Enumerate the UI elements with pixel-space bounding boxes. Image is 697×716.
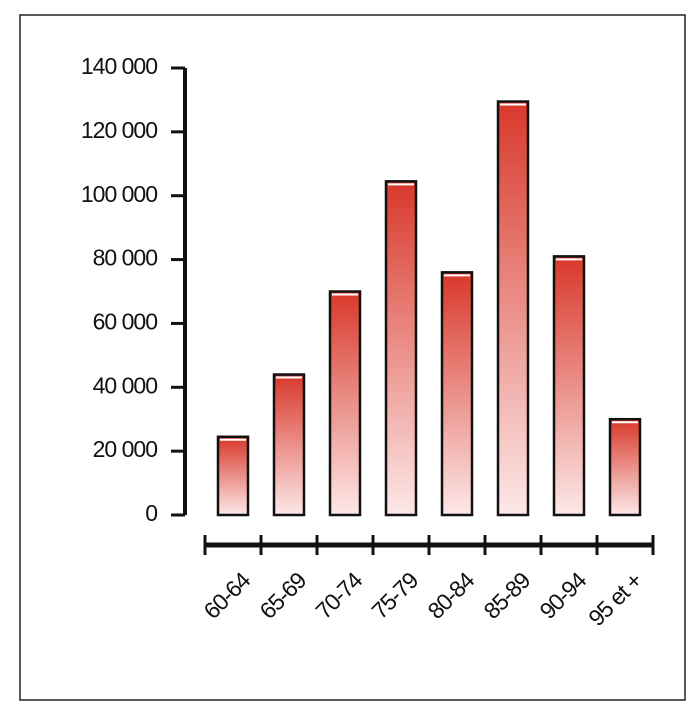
y-tick-label: 60 000 [93,309,158,335]
x-tick-label: 85-89 [478,567,535,624]
y-tick-label: 0 [145,500,157,526]
x-tick-label: 65-69 [254,567,311,624]
y-tick-label: 140 000 [81,53,157,79]
y-tick-label: 80 000 [93,245,158,271]
x-tick-label: 80-84 [422,567,479,624]
frame [19,14,686,701]
y-tick-label: 40 000 [93,372,158,398]
bar [384,180,418,517]
bar [328,290,362,517]
bar [440,271,474,517]
y-tick-label: 100 000 [81,181,157,207]
x-tick-label: 60-64 [198,567,255,624]
bar [608,417,642,517]
bar [552,255,586,517]
bar [272,373,306,517]
x-tick-label: 70-74 [310,567,367,624]
bar [496,100,530,517]
y-tick-label: 20 000 [93,436,158,462]
bar [216,435,250,517]
x-tick-label: 75-79 [366,567,423,624]
x-tick-label: 90-94 [534,567,591,624]
y-tick-label: 120 000 [81,117,157,143]
x-tick-label: 95 et + [583,567,647,631]
